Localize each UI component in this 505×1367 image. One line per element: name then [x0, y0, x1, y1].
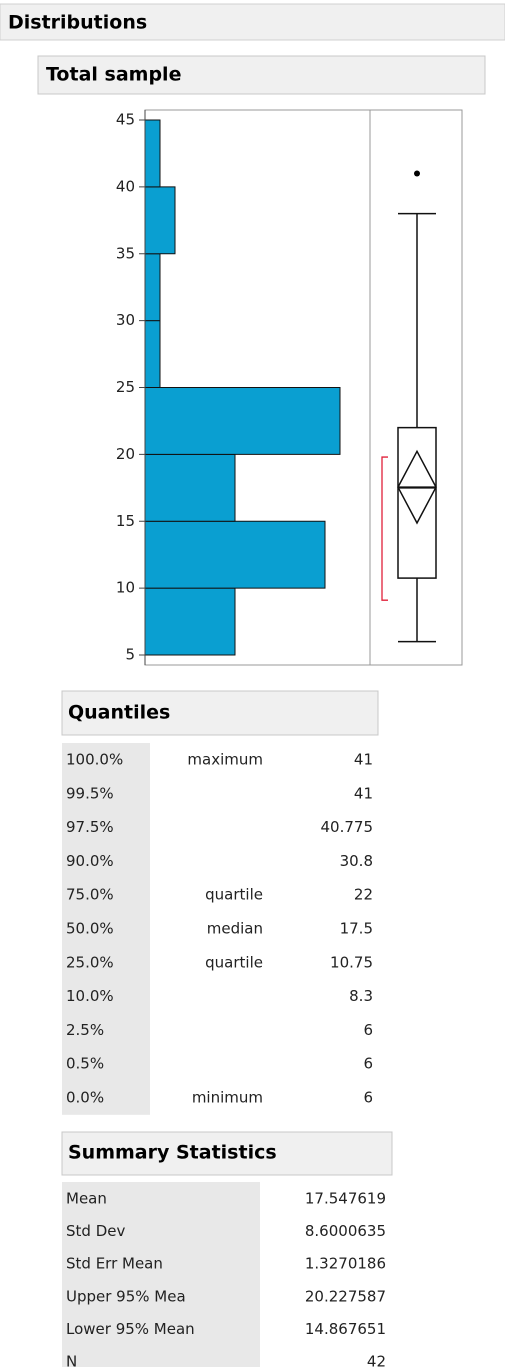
quantile-label: quartile	[205, 886, 263, 904]
header-subtitle: Total sample	[46, 64, 181, 86]
quantile-label: maximum	[187, 751, 263, 769]
quantile-percent: 100.0%	[66, 751, 123, 769]
quantiles-header	[61, 690, 379, 736]
summary-value: 1.3270186	[305, 1255, 386, 1273]
quantile-percent: 99.5%	[66, 784, 114, 802]
quantile-value: 8.3	[349, 987, 373, 1005]
summary-value: 20.227587	[305, 1287, 386, 1305]
summary-label: Lower 95% Mean	[66, 1320, 195, 1338]
shortest-half-bracket	[381, 456, 388, 601]
outlier	[414, 170, 420, 177]
quantile-percent: 25.0%	[66, 953, 114, 971]
quantile-value: 41	[354, 784, 373, 802]
quantile-value: 22	[354, 886, 373, 904]
quantile-value: 6	[363, 1055, 373, 1073]
quantile-value: 40.775	[321, 818, 374, 836]
y-tick-label: 30	[116, 311, 135, 329]
summary-header	[61, 1131, 393, 1176]
quantile-value: 6	[363, 1021, 373, 1039]
quantile-value: 6	[363, 1089, 373, 1107]
quantile-label: quartile	[205, 953, 263, 971]
quantile-label: median	[207, 920, 263, 938]
quantile-percent: 97.5%	[66, 818, 114, 836]
y-tick-label: 35	[116, 244, 135, 262]
header-bar	[0, 3, 505, 41]
quantile-percent: 0.5%	[66, 1055, 104, 1073]
y-tick-label: 5	[125, 646, 135, 664]
quantiles-title: Quantiles	[68, 702, 170, 724]
quantile-value: 30.8	[340, 852, 373, 870]
y-tick-label: 20	[116, 445, 135, 463]
mean-diamond	[397, 449, 437, 525]
header-title: Distributions	[8, 12, 147, 34]
summary-label-column	[62, 1182, 260, 1367]
histogram-bar	[144, 387, 341, 455]
quantile-value: 41	[354, 751, 373, 769]
histogram-bar	[144, 253, 161, 322]
histogram-bar	[144, 186, 176, 255]
quantile-label: minimum	[192, 1089, 263, 1107]
y-tick-label: 15	[116, 512, 135, 530]
summary-value: 17.547619	[305, 1190, 386, 1208]
summary-label: Mean	[66, 1190, 107, 1208]
quartile-box	[397, 426, 437, 579]
y-tick-label: 45	[116, 111, 135, 129]
summary-value: 8.6000635	[305, 1222, 386, 1240]
histogram-bar	[144, 520, 326, 589]
summary-value: 42	[367, 1353, 386, 1367]
quantile-percent: 90.0%	[66, 852, 114, 870]
quantiles-label-column	[62, 743, 150, 1115]
quantile-percent: 0.0%	[66, 1089, 104, 1107]
y-tick-label: 10	[116, 579, 135, 597]
y-tick-label: 25	[116, 378, 135, 396]
subheader-bar	[37, 55, 486, 95]
quantile-percent: 10.0%	[66, 987, 114, 1005]
quantile-percent: 50.0%	[66, 920, 114, 938]
histogram-bar	[144, 453, 236, 522]
histogram-bar	[144, 320, 161, 388]
y-tick-label: 40	[116, 177, 135, 195]
quantile-value: 10.75	[330, 953, 373, 971]
summary-title: Summary Statistics	[68, 1142, 277, 1164]
summary-label: Std Err Mean	[66, 1255, 163, 1273]
quantile-percent: 75.0%	[66, 886, 114, 904]
summary-label: Upper 95% Mea	[66, 1287, 186, 1305]
histogram-bar	[144, 587, 236, 656]
histogram-bar	[144, 119, 161, 188]
summary-value: 14.867651	[305, 1320, 386, 1338]
quantile-value: 17.5	[340, 920, 373, 938]
summary-label: Std Dev	[66, 1222, 125, 1240]
quantile-percent: 2.5%	[66, 1021, 104, 1039]
summary-label: N	[66, 1353, 77, 1367]
